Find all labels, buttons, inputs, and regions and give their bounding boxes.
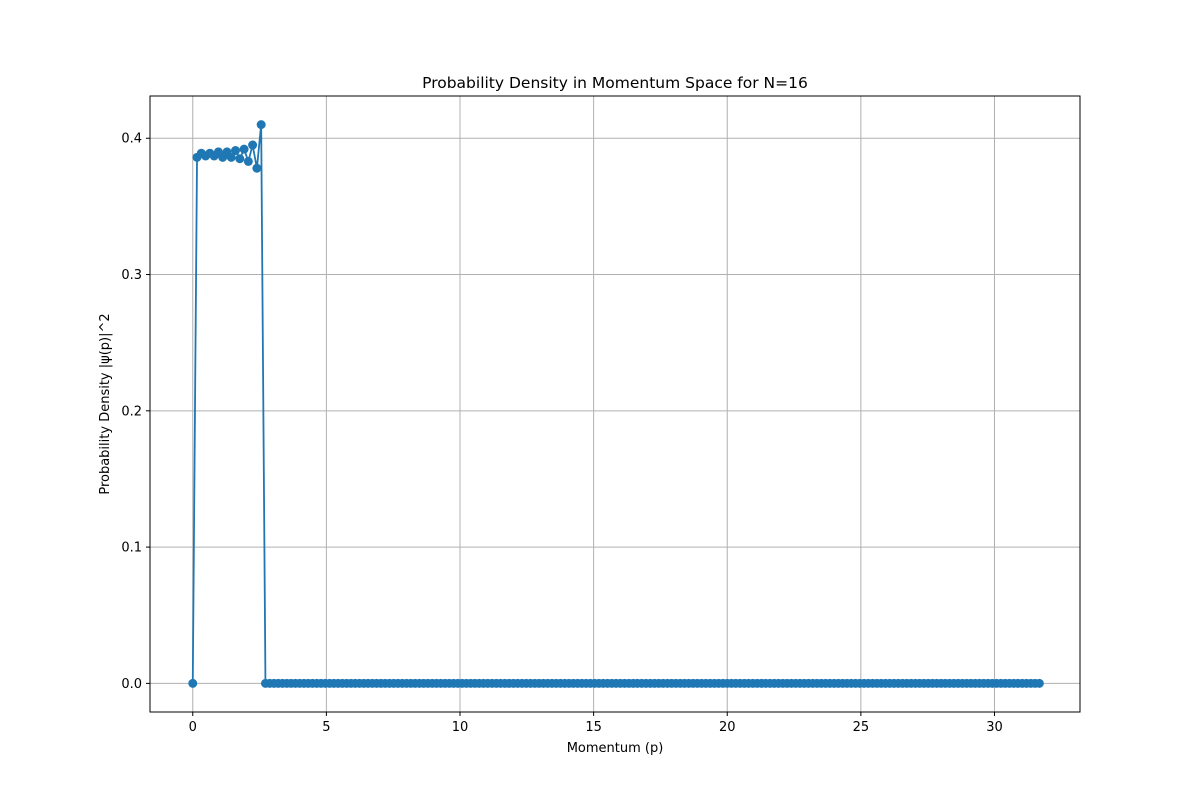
x-tick-label: 10 (452, 720, 469, 735)
y-tick-label: 0.2 (121, 404, 142, 419)
ticks: 0 5 10 15 20 25 30 0.0 0.1 0.2 0.3 0.4 (121, 132, 1002, 735)
x-tick-label: 20 (719, 720, 736, 735)
x-tick-label: 25 (853, 720, 870, 735)
series-line (191, 124, 1040, 685)
grid (150, 96, 1080, 712)
y-tick-label: 0.0 (121, 677, 142, 692)
x-tick-label: 0 (189, 720, 197, 735)
data-point (248, 140, 258, 150)
data-point (235, 154, 245, 164)
x-axis-label: Momentum (p) (567, 741, 664, 756)
data-point (256, 120, 266, 130)
data-point (243, 156, 253, 166)
plot-frame (149, 95, 1081, 713)
data-point (226, 152, 236, 162)
x-tick-label: 5 (322, 720, 330, 735)
data-point (1034, 678, 1044, 688)
y-tick-label: 0.1 (121, 541, 142, 556)
data-point (239, 144, 249, 154)
series-layer (188, 120, 1044, 688)
y-tick-label: 0.4 (121, 132, 142, 147)
y-tick-label: 0.3 (121, 268, 142, 283)
x-tick-label: 30 (986, 720, 1003, 735)
x-tick-label: 15 (585, 720, 602, 735)
chart-title: Probability Density in Momentum Space fo… (422, 74, 808, 92)
y-axis-label: Probability Density |ψ(p)|^2 (98, 313, 113, 494)
data-point (252, 163, 262, 173)
data-point (188, 678, 198, 688)
data-point (231, 146, 241, 156)
